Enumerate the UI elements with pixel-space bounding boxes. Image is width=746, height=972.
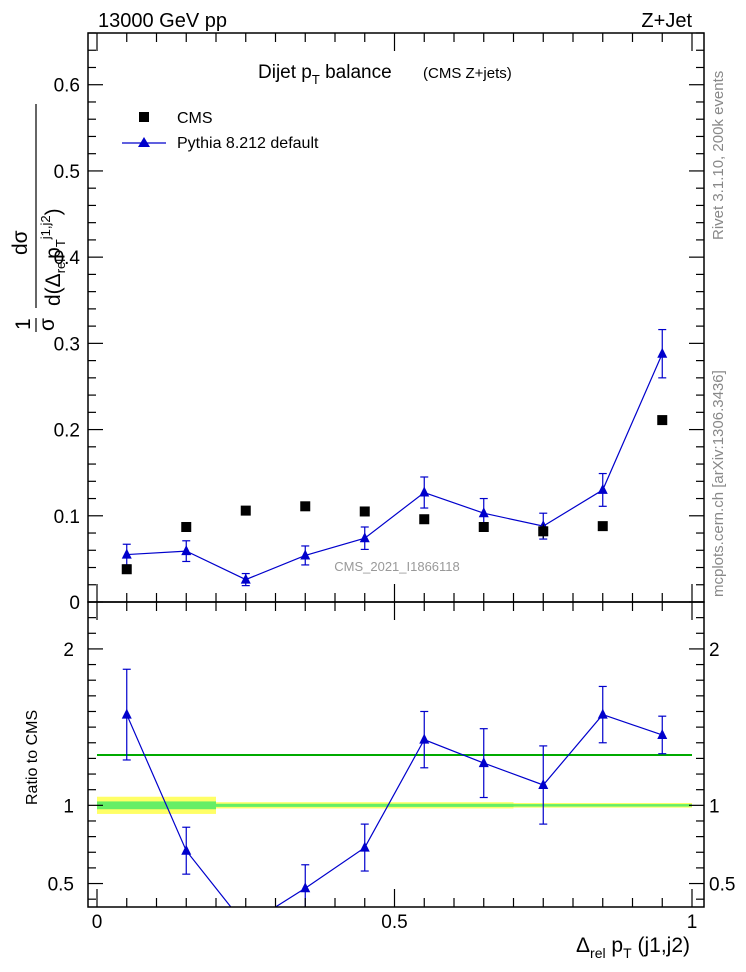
ratio-band-inner	[275, 803, 335, 807]
svg-text:Δrel pT (j1,j2): Δrel pT (j1,j2)	[576, 934, 690, 961]
pythia-point	[359, 532, 370, 543]
svg-text:σ: σ	[36, 318, 59, 331]
ratio-point	[538, 779, 549, 789]
main-ytick-label: 0.4	[54, 248, 81, 269]
ratio-ytick-label-right: 0.5	[709, 875, 735, 896]
pythia-point	[657, 347, 668, 358]
ratio-ytick-label: 0.5	[48, 875, 74, 896]
pythia-point	[478, 507, 489, 518]
main-ytick-label: 0.3	[54, 334, 80, 355]
svg-text:Dijet pT balance: Dijet pT balance	[258, 62, 392, 87]
main-ytick-label: 0.1	[54, 507, 80, 528]
ratio-frame	[87, 601, 705, 908]
ratio-band-inner	[216, 803, 276, 807]
ratio-ytick-label: 2	[63, 640, 74, 661]
ratio-ylabel: Ratio to CMS	[24, 710, 41, 805]
ratio-band-inner	[97, 801, 157, 810]
main-ytick-label: 0	[69, 593, 80, 614]
legend-label-pythia: Pythia 8.212 default	[177, 135, 319, 152]
ratio-band	[97, 796, 692, 814]
ratio-ytick-label-right: 1	[709, 796, 720, 817]
main-ytick-label: 0.5	[54, 162, 80, 183]
ratio-point	[419, 733, 430, 744]
ratio-point	[359, 841, 370, 852]
ratio-line	[126, 713, 663, 907]
cms-point	[597, 521, 608, 532]
pythia-point	[597, 483, 608, 494]
ratio-band-inner	[335, 803, 395, 807]
ratio-series	[121, 668, 668, 930]
pythia-point	[240, 573, 251, 584]
pythia-point	[419, 486, 430, 497]
plot-title: Dijet pT balance (CMS Z+jets)	[258, 62, 512, 87]
svg-text:dσ: dσ	[9, 230, 32, 255]
ratio-axes: 0.5 0.5 1 1 2 2 0 0.5 1	[48, 602, 735, 933]
cms-point	[538, 526, 549, 537]
cms-point	[300, 501, 311, 512]
main-ytick-label: 0.2	[54, 421, 80, 442]
main-panel: 0 0.1 0.2 0.3 0.4 0.5 0.6 CMS_2021_I1866118 Di…	[9, 32, 705, 614]
main-plot-area	[121, 328, 668, 587]
legend: CMS Pythia 8.212 default	[122, 110, 319, 152]
main-ylabel: 1 σ dσ d(ΔrelpTj1,j2)	[9, 104, 68, 332]
cms-point	[181, 521, 192, 532]
header-left: 13000 GeV pp	[98, 10, 227, 32]
rivet-label: Rivet 3.1.10, 200k events	[710, 71, 727, 240]
watermark: CMS_2021_I1866118	[334, 559, 460, 574]
ratio-band-inner	[156, 801, 216, 810]
ratio-band-inner	[573, 804, 633, 807]
pythia-line	[126, 353, 663, 581]
pythia-point	[300, 549, 311, 560]
ratio-point	[300, 882, 311, 893]
ratio-point	[597, 708, 608, 719]
ratio-ytick-label-right: 2	[709, 640, 720, 661]
ratio-ytick-label: 1	[63, 796, 74, 817]
ratio-band-inner	[632, 804, 692, 807]
ratio-point	[657, 728, 668, 739]
ratio-point	[121, 708, 132, 719]
ratio-band-inner	[454, 803, 514, 807]
cms-point	[478, 521, 489, 532]
cms-point	[419, 514, 430, 525]
ratio-xtick-label: 0.5	[381, 912, 407, 933]
ratio-panel: 0.5 0.5 1 1 2 2 0 0.5 1 Ratio to CMS Δrel pT (j1…	[24, 601, 735, 961]
legend-label-cms: CMS	[177, 110, 213, 127]
ratio-point	[241, 920, 251, 930]
main-ytick-label: 0.6	[54, 76, 80, 97]
ratio-band-inner	[394, 803, 454, 807]
pythia-point	[121, 548, 132, 559]
ratio-xtick-label: 0	[92, 912, 103, 933]
svg-text:d(ΔrelpTj1,j2): d(ΔrelpTj1,j2)	[38, 208, 68, 306]
mcplots-label: mcplots.cern.ch [arXiv:1306.3436]	[710, 370, 727, 597]
cms-point	[359, 506, 370, 517]
cms-point	[657, 415, 668, 426]
svg-text:1: 1	[12, 318, 35, 330]
plot-subtitle: (CMS Z+jets)	[423, 65, 512, 82]
legend-marker-cms	[139, 112, 149, 122]
ratio-point	[181, 844, 192, 855]
ratio-xtick-label: 1	[687, 912, 698, 933]
header-right: Z+Jet	[641, 10, 692, 32]
ratio-xlabel: Δrel pT (j1,j2)	[576, 934, 690, 961]
cms-point	[240, 505, 251, 516]
pythia-point	[181, 545, 192, 556]
ratio-point	[478, 757, 489, 768]
main-axes: 0 0.1 0.2 0.3 0.4 0.5 0.6	[54, 32, 704, 614]
legend-marker-pythia	[138, 137, 150, 147]
ratio-plot-area	[121, 668, 668, 930]
cms-point	[121, 564, 132, 575]
